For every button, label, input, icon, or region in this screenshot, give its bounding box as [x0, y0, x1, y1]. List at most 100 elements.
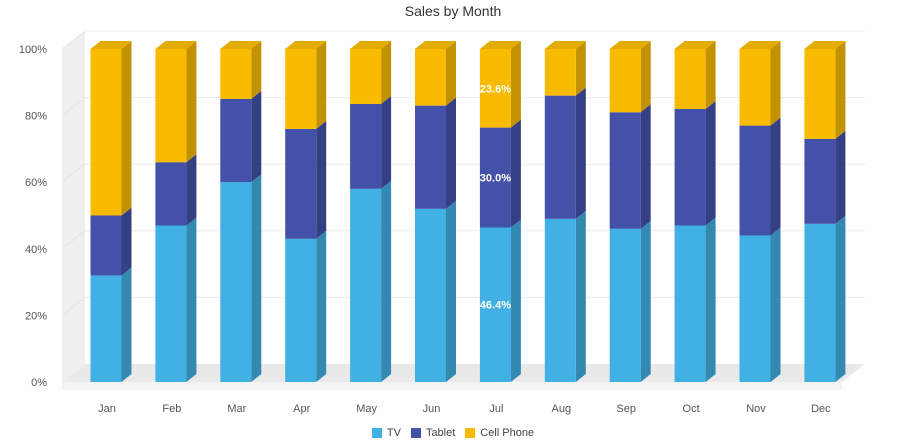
side-wall — [62, 31, 85, 382]
bar-aug-cell-phone-side — [575, 41, 586, 96]
bar-nov-tablet — [739, 125, 771, 236]
bar-jul-tablet — [479, 127, 511, 228]
bar-jan-cell-phone — [90, 49, 122, 216]
bar-dec-tv — [804, 223, 836, 382]
x-tick-label: Feb — [162, 403, 181, 415]
bar-may-tablet-side — [381, 95, 392, 189]
bar-may-tv — [350, 188, 382, 382]
bar-may-cell-phone — [350, 49, 382, 104]
bar-stack-jul — [479, 41, 521, 382]
bar-mar-cell-phone-top — [220, 41, 262, 49]
legend-swatch — [371, 428, 382, 438]
bar-jan-tv — [90, 275, 122, 382]
y-tick-label: 20% — [25, 310, 47, 322]
x-tick-label: May — [356, 403, 377, 415]
bar-nov-tablet-side — [770, 117, 781, 236]
x-tick-label: Aug — [552, 403, 572, 415]
bar-nov-tv-side — [770, 227, 781, 382]
bar-feb-tablet — [155, 162, 187, 226]
legend-item-cell-phone[interactable]: Cell Phone — [465, 427, 534, 439]
x-tick-label: Nov — [746, 403, 766, 415]
bar-stack-nov — [739, 41, 781, 382]
bar-stack-jan — [90, 41, 132, 382]
bar-feb-tablet-side — [186, 154, 197, 226]
gridline-side — [61, 230, 86, 250]
bar-jan-cell-phone-top — [90, 41, 132, 49]
bar-apr-tv-side — [316, 230, 327, 382]
bar-mar-tv — [220, 182, 252, 382]
bar-mar-cell-phone — [220, 49, 252, 99]
bar-dec-tv-side — [835, 215, 846, 382]
bar-nov-tv — [739, 235, 771, 382]
bar-jan-cell-phone-side — [121, 41, 132, 216]
bar-feb-tv-side — [186, 217, 197, 382]
bar-stack-apr — [285, 41, 327, 382]
legend-label: Tablet — [425, 427, 456, 439]
bar-aug-tv — [544, 218, 576, 382]
bar-sep-tv — [609, 228, 641, 382]
bar-aug-tablet — [544, 95, 576, 219]
bar-feb-cell-phone — [155, 49, 187, 163]
data-label: 46.4% — [480, 300, 511, 312]
bar-jun-cell-phone-side — [446, 41, 456, 106]
bar-feb-cell-phone-side — [186, 41, 197, 163]
bar-oct-tv — [674, 225, 706, 382]
bar-apr-cell-phone — [285, 49, 317, 129]
bar-dec-cell-phone-top — [804, 41, 846, 49]
gridline-side — [61, 297, 86, 316]
bar-apr-tablet — [285, 128, 317, 239]
floor — [62, 364, 865, 382]
x-tick-label: Dec — [811, 403, 831, 415]
bar-aug-tablet-side — [575, 87, 586, 219]
bar-dec-cell-phone-side — [835, 41, 846, 139]
gridline-side — [61, 30, 86, 50]
data-label: 30.0% — [480, 173, 511, 185]
bar-dec-tablet — [804, 138, 836, 224]
bar-sep-cell-phone-top — [609, 41, 651, 49]
bar-aug-tv-side — [575, 210, 586, 382]
bar-stack-sep — [609, 41, 651, 382]
bar-oct-tablet — [674, 108, 706, 226]
bar-may-tablet — [350, 103, 382, 189]
bar-nov-cell-phone — [739, 49, 771, 126]
bar-oct-cell-phone — [674, 49, 706, 109]
chart-title: Sales by Month — [404, 3, 502, 19]
bar-may-cell-phone-side — [381, 41, 392, 104]
bar-nov-cell-phone-side — [770, 41, 781, 126]
bar-stack-may — [350, 41, 392, 382]
bar-mar-tablet-side — [251, 90, 262, 183]
bar-sep-cell-phone-side — [640, 41, 651, 113]
bar-aug-cell-phone — [544, 49, 576, 96]
bar-aug-cell-phone-top — [544, 41, 586, 49]
bar-apr-tablet-side — [316, 120, 327, 239]
bar-mar-cell-phone-side — [251, 41, 262, 99]
legend-swatch — [465, 428, 476, 438]
x-tick-label: Sep — [616, 403, 636, 415]
y-tick-label: 80% — [25, 111, 47, 123]
x-tick-label: Jun — [423, 403, 441, 415]
y-tick-label: 60% — [25, 177, 47, 189]
gridline-side — [61, 163, 86, 183]
bar-dec-tablet-side — [835, 130, 846, 224]
bar-mar-tablet — [220, 98, 252, 183]
legend-item-tablet[interactable]: Tablet — [410, 427, 456, 439]
bar-jan-tv-side — [121, 267, 132, 382]
legend-label: TV — [386, 427, 401, 439]
bar-oct-cell-phone-top — [674, 41, 716, 49]
bar-apr-tv — [285, 238, 317, 382]
bar-jul-cell-phone-top — [479, 41, 521, 49]
legend-swatch — [410, 428, 421, 438]
bar-oct-tablet-side — [705, 100, 716, 226]
bar-sep-tablet — [609, 112, 641, 229]
bar-apr-cell-phone-side — [316, 41, 327, 129]
bar-stack-aug — [544, 41, 586, 382]
x-tick-label: Oct — [683, 403, 700, 415]
bar-may-tv-side — [381, 180, 392, 382]
bar-jun-tablet-side — [446, 97, 456, 209]
bar-feb-cell-phone-top — [155, 41, 197, 49]
bar-stack-jun — [415, 41, 456, 382]
bar-oct-cell-phone-side — [705, 41, 716, 109]
legend-item-tv[interactable]: TV — [371, 427, 401, 439]
bar-may-cell-phone-top — [350, 41, 392, 49]
